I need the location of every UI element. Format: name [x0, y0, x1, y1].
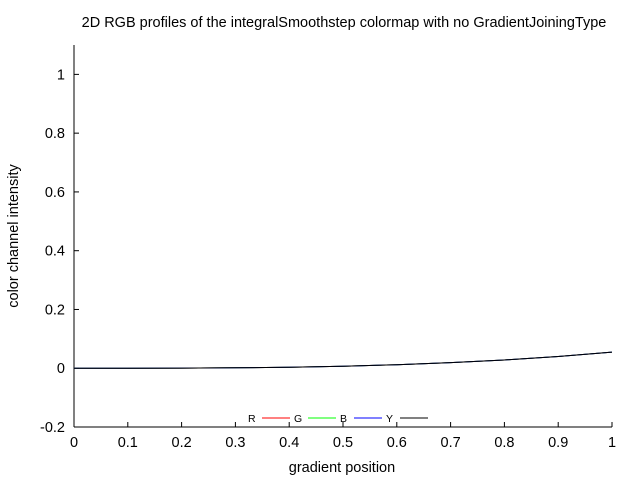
series-line-y [73, 351, 613, 369]
x-tick-label: 0.6 [387, 435, 407, 451]
x-tick-label: 0.8 [494, 435, 514, 451]
series-lines [73, 351, 613, 369]
x-tick-label: 0.1 [118, 435, 138, 451]
legend-label-y: Y [386, 413, 393, 425]
legend-label-r: R [248, 413, 256, 425]
x-tick-label: 0.5 [333, 435, 353, 451]
axes: 0 0.1 0.2 0.3 0.4 0.5 0.6 0.7 0.8 0.9 1 -0.2 0 0.2 0.4… [40, 45, 616, 451]
x-tick-label: 0.9 [548, 435, 568, 451]
x-tick-label: 1 [608, 435, 616, 451]
y-tick-label: 0.4 [45, 244, 65, 260]
y-tick-label: -0.2 [40, 420, 65, 436]
y-tick-label: 0.8 [45, 126, 65, 142]
chart-title: 2D RGB profiles of the integralSmoothste… [82, 15, 607, 31]
x-tick-label: 0.2 [172, 435, 192, 451]
legend-label-g: G [294, 413, 302, 425]
x-tick-label: 0.7 [441, 435, 461, 451]
legend-label-b: B [340, 413, 347, 425]
x-tick-label: 0.3 [225, 435, 245, 451]
y-tick-label: 0.6 [45, 185, 65, 201]
y-tick-label: 0.2 [45, 302, 65, 318]
y-tick-label: 1 [57, 67, 65, 83]
x-tick-label: 0 [70, 435, 78, 451]
y-axis-label: color channel intensity [6, 164, 22, 308]
x-tick-label: 0.4 [279, 435, 299, 451]
x-axis-label: gradient position [289, 460, 395, 476]
y-tick-label: 0 [57, 361, 65, 377]
